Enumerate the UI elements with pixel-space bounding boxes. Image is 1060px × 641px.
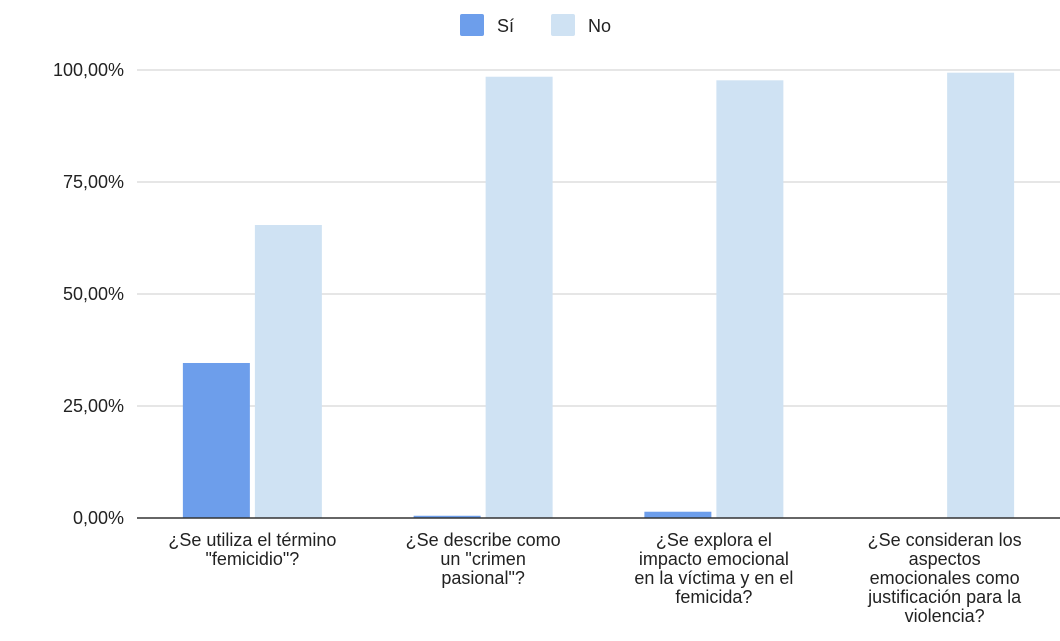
bar-si-1 xyxy=(182,362,250,518)
x-category-label: ¿Se explora el impacto emocional en la víc… xyxy=(634,530,793,607)
bar-no-4 xyxy=(947,72,1015,519)
legend-label: Sí xyxy=(497,16,514,36)
y-tick-label: 100,00% xyxy=(53,60,124,80)
legend-swatch xyxy=(460,14,484,36)
bars xyxy=(182,72,1015,519)
legend-swatch xyxy=(551,14,575,36)
legend: Sí No xyxy=(460,14,611,36)
y-tick-label: 50,00% xyxy=(63,284,124,304)
bar-no-3 xyxy=(716,80,784,518)
bar-no-2 xyxy=(485,76,553,518)
x-category-label: ¿Se consideran los aspectos emocionales co… xyxy=(867,530,1022,626)
bar-si-2 xyxy=(413,515,481,518)
bar-si-3 xyxy=(644,511,712,518)
bar-no-1 xyxy=(254,225,322,518)
y-tick-label: 25,00% xyxy=(63,396,124,416)
x-category-label: ¿Se describe como un "crimen pasional"? xyxy=(406,530,561,588)
y-tick-label: 75,00% xyxy=(63,172,124,192)
legend-label: No xyxy=(588,16,611,36)
x-category-label: ¿Se utiliza el término "femicidio"? xyxy=(168,530,336,569)
y-tick-label: 0,00% xyxy=(73,508,124,528)
x-axis-labels: ¿Se utiliza el término "femicidio"? ¿Se de… xyxy=(168,530,1022,626)
y-axis-ticks: 0,00% 25,00% 50,00% 75,00% 100,00% xyxy=(53,60,124,528)
